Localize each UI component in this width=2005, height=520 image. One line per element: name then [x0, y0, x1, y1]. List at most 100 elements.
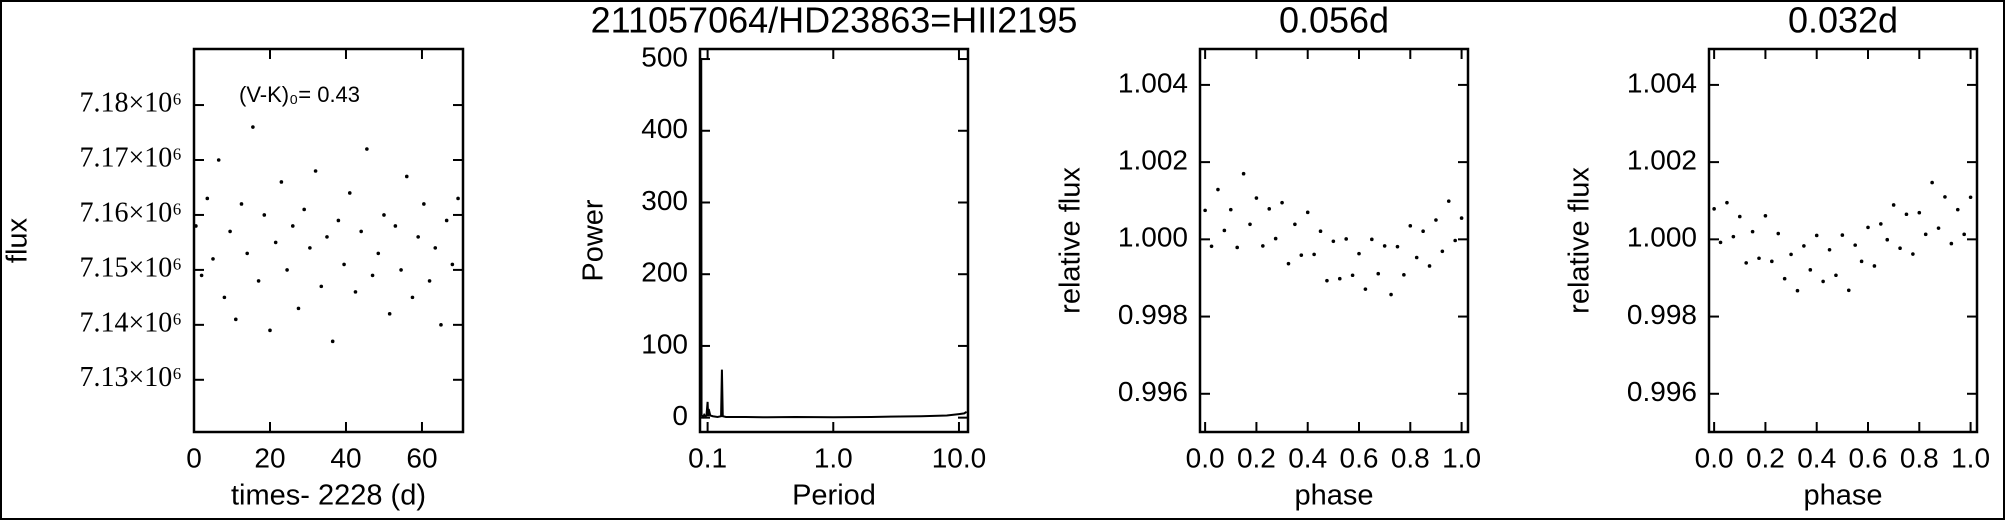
point: [336, 218, 341, 223]
point: [233, 317, 238, 322]
point: [1261, 244, 1265, 248]
y-tick-label: 1.000: [1118, 222, 1188, 253]
point: [1203, 208, 1207, 213]
plot-frame: [1198, 47, 1470, 434]
y-tick-label: 7.17×10⁶: [79, 142, 182, 173]
point: [1414, 255, 1419, 260]
point: [1235, 245, 1239, 250]
point: [1898, 246, 1902, 251]
point: [1808, 268, 1813, 272]
plot-frame: [192, 47, 465, 434]
point: [1421, 229, 1425, 234]
y-tick-label: 400: [641, 113, 688, 144]
panel-title: 0.032d: [1788, 0, 1898, 41]
y-tick-label: 7.15×10⁶: [79, 252, 182, 283]
x-tick-label: 0.2: [1237, 442, 1276, 473]
point: [370, 273, 375, 278]
y-tick-label: 200: [641, 257, 688, 288]
point: [199, 273, 204, 278]
point: [1267, 207, 1272, 211]
point: [313, 169, 318, 173]
x-tick-label: 1.0: [1951, 442, 1990, 473]
point: [1370, 237, 1374, 242]
point: [256, 279, 261, 283]
point: [1331, 239, 1336, 244]
point: [1834, 273, 1838, 278]
point: [1936, 226, 1941, 230]
y-tick-label: 0.996: [1118, 376, 1188, 407]
y-tick-label: 1.004: [1627, 67, 1697, 98]
point: [1408, 224, 1413, 228]
y-tick-label: 7.18×10⁶: [79, 87, 182, 118]
x-tick-label: 0.6: [1340, 442, 1379, 473]
y-tick-label: 300: [641, 185, 688, 216]
point: [1943, 195, 1947, 199]
point: [262, 213, 267, 217]
y-tick-label: 0.998: [1118, 299, 1188, 330]
point: [205, 196, 210, 201]
x-tick-label: 1.0: [1442, 442, 1481, 473]
point: [427, 279, 432, 283]
point: [302, 207, 306, 212]
point: [308, 246, 312, 250]
point: [1712, 207, 1716, 211]
point: [1949, 241, 1954, 246]
point: [393, 224, 398, 228]
y-axis-label: relative flux: [1055, 167, 1087, 314]
point: [1725, 200, 1729, 205]
x-tick-label: 10.0: [932, 442, 987, 473]
point: [376, 251, 381, 256]
point: [1968, 195, 1973, 200]
figure-title: 211057064/HD23863=HII2195: [591, 0, 1078, 41]
y-tick-label: 1.002: [1627, 145, 1697, 176]
point: [194, 224, 198, 228]
point: [1446, 199, 1451, 203]
point: [1241, 171, 1246, 176]
point: [1930, 180, 1934, 185]
point: [439, 323, 443, 327]
point: [273, 240, 278, 245]
point: [359, 229, 363, 234]
point: [1376, 271, 1381, 276]
point: [353, 290, 358, 294]
plot-frame: [1707, 47, 1979, 434]
point: [1216, 187, 1220, 192]
power-line: [699, 58, 968, 419]
x-tick-label: 0.0: [1186, 442, 1225, 473]
point: [1737, 214, 1742, 219]
point: [1389, 292, 1393, 297]
x-tick-label: 20: [254, 442, 285, 473]
point: [416, 235, 420, 239]
point: [1453, 238, 1457, 243]
point: [1789, 252, 1793, 257]
point: [1846, 288, 1851, 293]
point: [1757, 256, 1761, 261]
point: [1814, 233, 1819, 238]
x-axis-label: Period: [792, 480, 876, 512]
point: [216, 158, 221, 162]
point: [1859, 259, 1864, 264]
point: [410, 295, 415, 300]
y-tick-label: 0.998: [1627, 299, 1697, 330]
point: [319, 284, 324, 289]
point: [1872, 264, 1877, 268]
x-tick-label: 60: [406, 442, 437, 473]
point: [251, 125, 255, 129]
point: [1434, 218, 1438, 222]
point: [1911, 252, 1915, 256]
point: [1770, 259, 1774, 264]
point: [1382, 244, 1387, 248]
x-tick-label: 0.4: [1797, 442, 1836, 473]
point: [1325, 278, 1329, 283]
x-tick-label: 1.0: [814, 442, 853, 473]
point: [399, 268, 403, 272]
point: [1286, 261, 1291, 266]
point: [1763, 213, 1768, 218]
point: [1273, 236, 1278, 241]
x-tick-label: 0.8: [1900, 442, 1939, 473]
point: [1440, 249, 1445, 254]
point: [1718, 240, 1723, 245]
point: [1350, 273, 1355, 278]
x-tick-label: 0: [186, 442, 202, 473]
point: [1337, 276, 1342, 281]
